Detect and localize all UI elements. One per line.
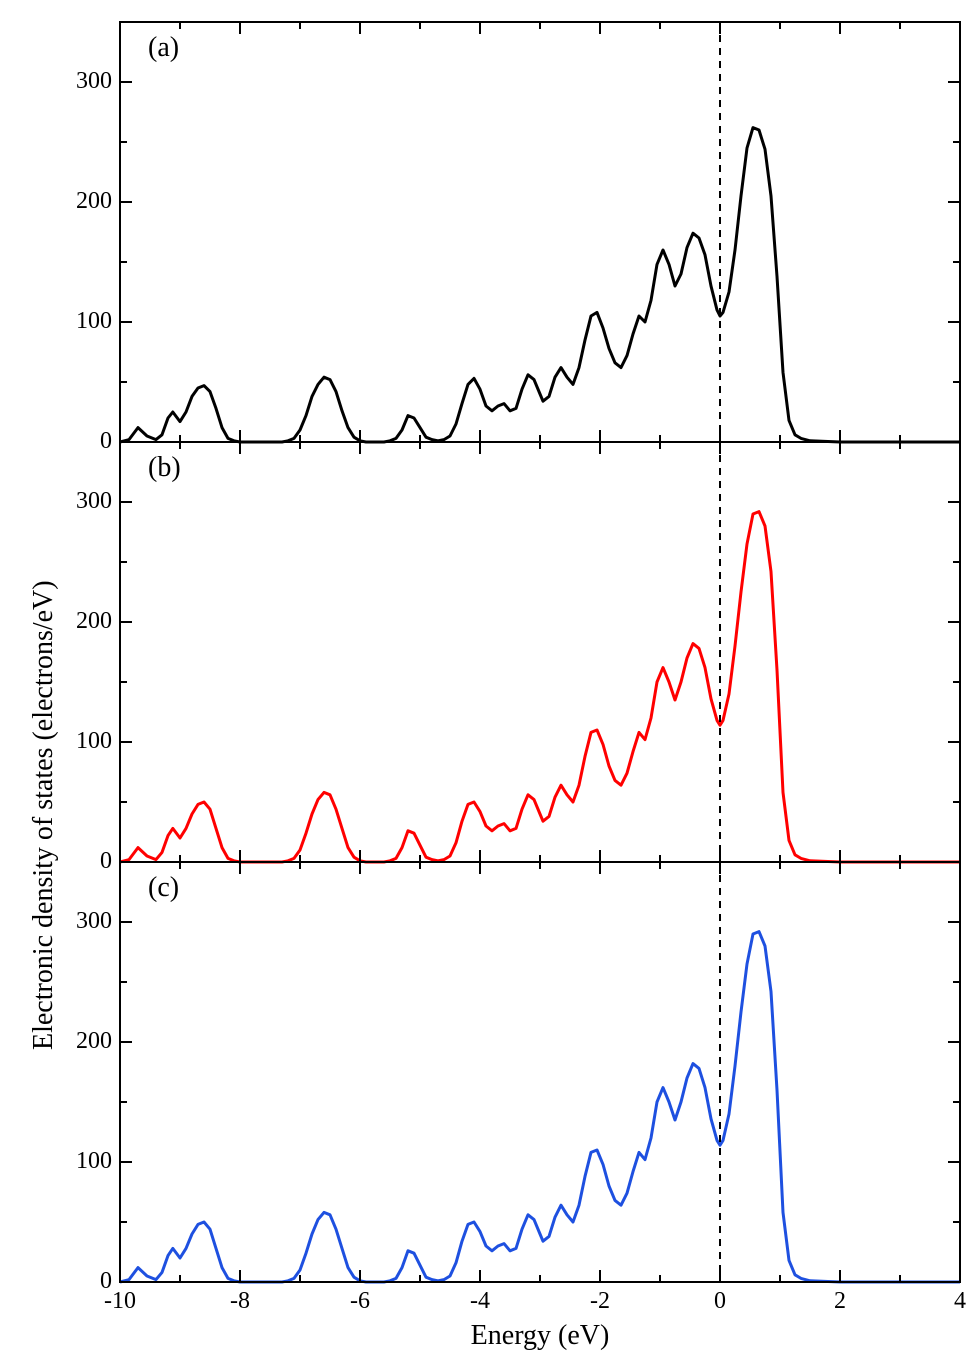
panel-border-b [120,442,960,862]
ytick-label: 200 [52,1028,112,1055]
ytick-label: 0 [52,848,112,875]
ytick-label: 300 [52,488,112,515]
xtick-label: 2 [815,1288,865,1315]
panel-border-c [120,862,960,1282]
ytick-label: 300 [52,908,112,935]
dos-curve-c [120,932,960,1282]
panel-border-a [120,22,960,442]
ytick-label: 0 [52,428,112,455]
ytick-label: 100 [52,1148,112,1175]
ytick-label: 100 [52,728,112,755]
panel-label-a: (a) [148,32,179,64]
dos-curve-a [120,128,960,442]
xtick-label: -2 [575,1288,625,1315]
xtick-label: 0 [695,1288,745,1315]
xtick-label: -6 [335,1288,385,1315]
figure: Electronic density of states (electrons/… [0,0,980,1363]
ytick-label: 100 [52,308,112,335]
x-axis-label: Energy (eV) [440,1320,640,1352]
panel-label-b: (b) [148,452,181,484]
xtick-label: -10 [95,1288,145,1315]
xtick-label: -4 [455,1288,505,1315]
ytick-label: 300 [52,68,112,95]
chart-svg [0,0,980,1363]
xtick-label: 4 [935,1288,980,1315]
xtick-label: -8 [215,1288,265,1315]
ytick-label: 200 [52,608,112,635]
dos-curve-b [120,512,960,862]
ytick-label: 200 [52,188,112,215]
panel-label-c: (c) [148,872,179,904]
y-axis-label: Electronic density of states (electrons/… [28,580,60,1050]
